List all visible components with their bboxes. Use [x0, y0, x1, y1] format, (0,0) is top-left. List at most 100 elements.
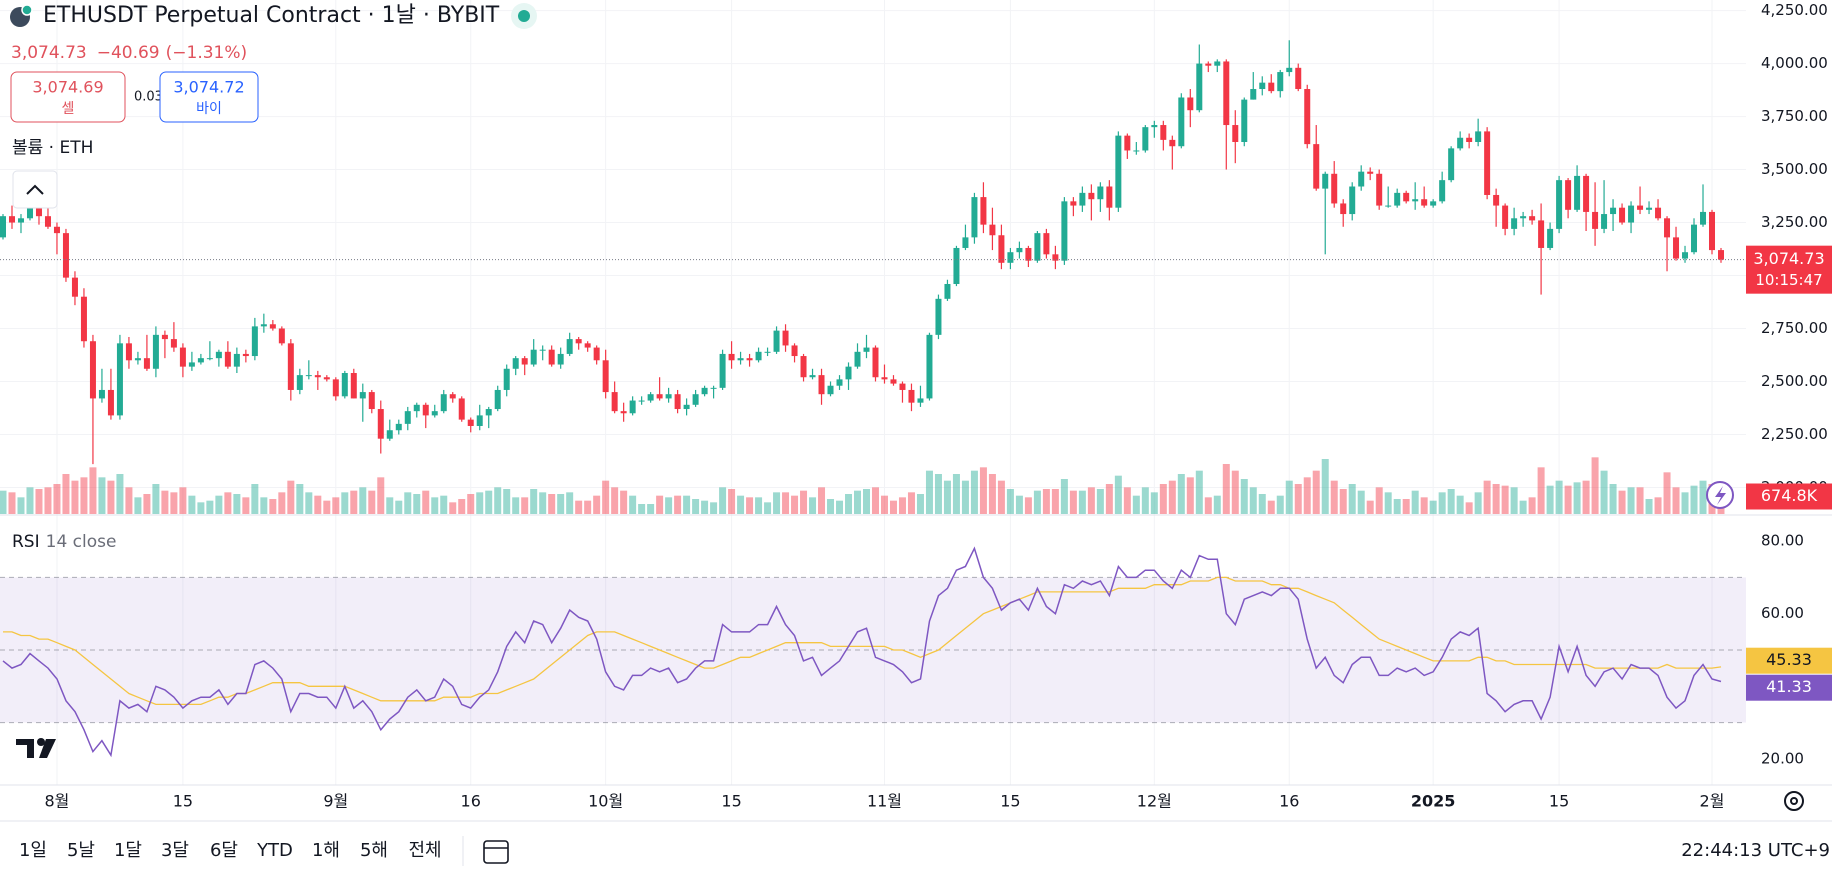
- candle-body: [656, 394, 663, 399]
- volume-bar: [1078, 490, 1086, 514]
- volume-bar: [827, 499, 835, 514]
- countdown-label: 10:15:47: [1755, 271, 1822, 289]
- candle-body: [305, 375, 312, 377]
- volume-bar: [1582, 480, 1590, 514]
- candle-body: [1205, 63, 1212, 66]
- candle-body: [899, 383, 906, 390]
- volume-bar: [485, 490, 493, 514]
- volume-bar: [557, 494, 565, 514]
- candle-body: [566, 339, 573, 354]
- volume-bar: [314, 495, 322, 514]
- candle-body: [1448, 148, 1455, 181]
- candle-body: [1295, 67, 1302, 90]
- calendar-button[interactable]: [483, 840, 509, 864]
- volume-bar: [1537, 467, 1545, 514]
- volume-bar: [1411, 490, 1419, 514]
- candle-body: [1304, 89, 1311, 145]
- volume-bar: [1393, 499, 1401, 514]
- logo-part: [37, 738, 45, 746]
- candle-body: [1538, 220, 1545, 248]
- candle-body: [557, 353, 564, 365]
- volume-bar: [1663, 472, 1671, 514]
- volume-bar: [62, 474, 70, 514]
- candle-body: [152, 334, 159, 369]
- candle-body: [647, 394, 654, 401]
- candle-body: [512, 358, 519, 369]
- candle-body: [530, 349, 537, 365]
- candle-body: [1610, 207, 1617, 215]
- candle-body: [89, 341, 96, 399]
- candle-body: [377, 409, 384, 439]
- volume-bar: [647, 504, 655, 514]
- volume-bar: [269, 499, 277, 514]
- y-tick-label: 2,750.00: [1761, 319, 1828, 337]
- volume-bar: [854, 490, 862, 514]
- rsi-tick-label: 80.00: [1761, 532, 1804, 550]
- candle-body: [1403, 192, 1410, 202]
- volume-bar: [1303, 477, 1311, 514]
- range-button[interactable]: 전체: [408, 840, 441, 861]
- candle-body: [1385, 205, 1392, 207]
- collapse-button[interactable]: [12, 170, 58, 209]
- candle-body: [701, 387, 708, 395]
- candle-body: [1367, 171, 1374, 174]
- volume-bar: [1276, 495, 1284, 514]
- volume-bar: [152, 484, 160, 514]
- volume-bar: [1006, 489, 1014, 514]
- volume-bar: [179, 487, 187, 514]
- volume-bar: [997, 480, 1005, 514]
- candle-body: [1601, 214, 1608, 229]
- volume-bar: [35, 489, 43, 514]
- rsi-label-box: [1746, 674, 1832, 701]
- range-button[interactable]: 1달: [114, 840, 142, 861]
- sell-button[interactable]: 3,074.69 셀: [10, 71, 126, 123]
- candle-body: [1376, 173, 1383, 206]
- candle-body: [890, 379, 897, 384]
- range-button[interactable]: 5날: [67, 840, 95, 861]
- buy-button[interactable]: 3,074.72 바이: [159, 71, 259, 123]
- candle-body: [1061, 201, 1068, 261]
- volume-bar: [1222, 464, 1230, 514]
- candle-body: [242, 353, 249, 357]
- range-button[interactable]: YTD: [256, 840, 293, 861]
- volume-bar: [44, 487, 52, 514]
- candle-body: [1664, 218, 1671, 238]
- volume-bar: [17, 497, 25, 514]
- volume-bar: [1339, 489, 1347, 514]
- volume-bar: [512, 497, 520, 514]
- settings-button[interactable]: [1784, 791, 1804, 811]
- candle-body: [197, 358, 204, 363]
- candle-body: [1115, 135, 1122, 208]
- volume-bar: [934, 474, 942, 514]
- volume-bar: [1483, 480, 1491, 514]
- range-button[interactable]: 3달: [161, 840, 189, 861]
- range-button[interactable]: 5해: [360, 840, 388, 861]
- candle-body: [1097, 186, 1104, 200]
- volume-bar: [494, 487, 502, 514]
- volume-bar: [692, 499, 700, 514]
- price-label: 3,074.73: [1753, 249, 1824, 268]
- x-tick-label: 8월: [45, 792, 70, 811]
- candle-body: [548, 349, 555, 365]
- candle-body: [620, 411, 627, 414]
- candle-body: [854, 351, 861, 367]
- candle-body: [1133, 150, 1140, 152]
- lightning-button[interactable]: [1706, 481, 1734, 509]
- last-price: 3,074.73: [11, 43, 87, 63]
- candle-body: [1223, 61, 1230, 126]
- volume-bar: [1159, 484, 1167, 514]
- candle-body: [1547, 228, 1554, 248]
- volume-bar: [278, 492, 286, 514]
- range-button[interactable]: 6달: [210, 840, 238, 861]
- candle-body: [1250, 89, 1257, 100]
- range-button[interactable]: 1해: [312, 840, 340, 861]
- candle-body: [62, 233, 69, 278]
- range-button[interactable]: 1일: [19, 840, 47, 861]
- plot-layer: [0, 0, 1832, 786]
- price-label-box: [1746, 245, 1832, 294]
- volume-bar: [602, 480, 610, 514]
- rsi-ma-line: [3, 576, 1722, 706]
- candle-body: [1187, 97, 1194, 111]
- candle-body: [1619, 207, 1626, 223]
